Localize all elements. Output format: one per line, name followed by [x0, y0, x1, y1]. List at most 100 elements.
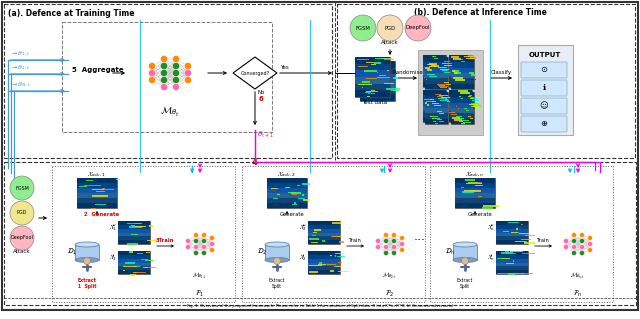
Bar: [459, 59, 463, 60]
Bar: [308, 233, 340, 236]
Bar: [496, 221, 528, 244]
Circle shape: [83, 257, 90, 264]
Circle shape: [392, 250, 397, 256]
Bar: [360, 74, 395, 81]
Bar: [365, 91, 378, 92]
Bar: [511, 251, 524, 252]
Bar: [360, 68, 395, 74]
Bar: [312, 235, 316, 236]
Text: $\mathcal{X}_2^l$: $\mathcal{X}_2^l$: [299, 253, 307, 263]
Bar: [360, 88, 395, 94]
Bar: [449, 55, 472, 60]
Bar: [446, 84, 451, 85]
Bar: [425, 73, 448, 78]
Bar: [470, 98, 473, 99]
Bar: [483, 207, 493, 209]
Bar: [379, 75, 386, 76]
Circle shape: [572, 239, 577, 243]
Bar: [447, 101, 450, 102]
Bar: [267, 193, 307, 198]
Bar: [496, 251, 528, 274]
Bar: [468, 95, 471, 97]
Bar: [513, 260, 515, 262]
Bar: [355, 57, 390, 97]
Circle shape: [193, 239, 198, 243]
Bar: [455, 183, 495, 188]
Text: 6: 6: [259, 96, 264, 102]
Bar: [435, 123, 438, 124]
Circle shape: [193, 233, 198, 238]
Circle shape: [148, 70, 156, 77]
Bar: [449, 82, 472, 87]
Circle shape: [563, 239, 568, 243]
Bar: [364, 70, 377, 71]
Bar: [472, 103, 479, 105]
Bar: [335, 255, 336, 257]
Bar: [516, 228, 518, 230]
Circle shape: [148, 77, 156, 84]
Text: Fig. 1. Overview of the proposed framework. Please refer to Table 1 for notation: Fig. 1. Overview of the proposed framewo…: [187, 304, 453, 308]
Circle shape: [383, 239, 388, 243]
Bar: [455, 198, 495, 203]
Bar: [426, 78, 428, 80]
Circle shape: [399, 235, 404, 241]
Text: $\mathcal{F}_2$: $\mathcal{F}_2$: [385, 289, 395, 299]
Bar: [436, 96, 444, 97]
Bar: [308, 221, 340, 244]
Bar: [337, 4, 635, 158]
Bar: [118, 259, 150, 263]
Bar: [322, 240, 324, 241]
Bar: [308, 251, 340, 255]
Bar: [444, 82, 449, 83]
Bar: [271, 188, 278, 189]
Bar: [524, 242, 535, 243]
Bar: [424, 99, 432, 100]
Bar: [95, 203, 108, 204]
Bar: [265, 244, 289, 260]
Bar: [440, 87, 447, 88]
Bar: [118, 251, 150, 255]
Bar: [456, 106, 457, 107]
Bar: [294, 202, 296, 204]
FancyBboxPatch shape: [521, 62, 567, 78]
Bar: [308, 225, 340, 229]
Bar: [336, 266, 340, 267]
Bar: [338, 271, 349, 272]
Bar: [309, 238, 319, 240]
Text: $\mathcal{F}_1$: $\mathcal{F}_1$: [195, 289, 205, 299]
Bar: [449, 101, 472, 106]
Bar: [515, 273, 524, 274]
Bar: [451, 113, 474, 119]
Bar: [451, 57, 474, 89]
Text: DeepFool: DeepFool: [406, 26, 430, 31]
Circle shape: [350, 15, 376, 41]
Bar: [472, 100, 479, 101]
Bar: [513, 226, 514, 227]
Text: Extract
Split: Extract Split: [457, 278, 473, 289]
Circle shape: [184, 63, 191, 70]
Bar: [444, 65, 452, 66]
Bar: [425, 67, 430, 69]
Bar: [439, 95, 448, 96]
Bar: [440, 69, 449, 70]
Bar: [77, 178, 117, 183]
Text: $\rightarrow \theta_{2,t}$: $\rightarrow \theta_{2,t}$: [10, 64, 30, 72]
Bar: [434, 105, 442, 106]
Text: Yes: Yes: [280, 65, 289, 70]
Text: Generate: Generate: [468, 212, 492, 217]
Circle shape: [10, 176, 34, 200]
Bar: [118, 229, 150, 233]
Bar: [449, 106, 472, 111]
Bar: [131, 225, 135, 226]
Ellipse shape: [453, 257, 477, 263]
Bar: [135, 226, 146, 227]
Bar: [516, 232, 519, 233]
Bar: [423, 60, 446, 66]
Bar: [308, 270, 340, 274]
Polygon shape: [233, 57, 277, 89]
Circle shape: [588, 235, 593, 241]
Bar: [442, 63, 451, 64]
Bar: [431, 56, 436, 57]
Bar: [377, 77, 390, 78]
Circle shape: [399, 248, 404, 253]
